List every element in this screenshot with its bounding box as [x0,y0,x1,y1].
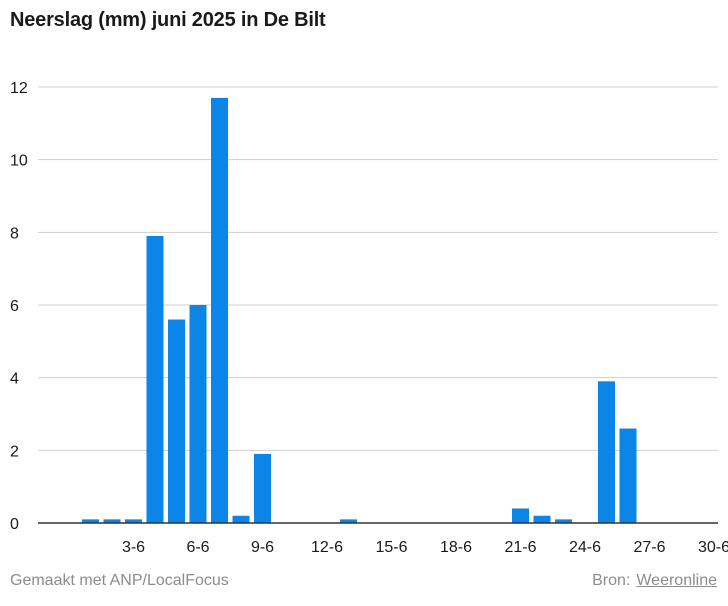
y-tick-label: 4 [10,371,19,388]
credit-text: Gemaakt met ANP/LocalFocus [10,572,229,589]
bar[interactable] [189,305,207,523]
bar[interactable] [168,319,185,523]
source-label: Bron: [592,572,631,589]
bar[interactable] [555,519,572,523]
bar[interactable] [211,97,228,524]
source-link[interactable]: Weeronline [636,572,717,589]
bar[interactable] [125,519,142,523]
bar[interactable] [146,235,164,523]
x-tick-label: 9-6 [251,539,274,556]
x-tick-label: 27-6 [633,539,665,556]
bar[interactable] [619,428,637,523]
x-tick-label: 15-6 [375,539,407,556]
bar[interactable] [103,519,121,523]
y-tick-label: 10 [10,153,28,170]
bar[interactable] [254,453,271,523]
x-tick-label: 18-6 [440,539,472,556]
bar[interactable] [598,381,615,523]
source-attribution: Bron: Weeronline [592,572,717,590]
y-tick-label: 6 [10,298,19,315]
bar[interactable] [232,515,250,523]
x-tick-label: 6-6 [186,539,209,556]
bar[interactable] [340,519,357,523]
y-tick-label: 8 [10,225,19,242]
x-tick-label: 30-6 [698,539,728,556]
x-tick-label: 3-6 [122,539,145,556]
y-tick-label: 12 [10,80,28,97]
bar[interactable] [533,515,551,523]
y-tick-label: 2 [10,443,19,460]
x-tick-label: 12-6 [311,539,343,556]
chart-title: Neerslag (mm) juni 2025 in De Bilt [10,9,326,31]
x-tick-label: 24-6 [569,539,601,556]
bar[interactable] [82,519,99,523]
bar[interactable] [512,508,529,523]
y-tick-label: 0 [10,516,19,533]
x-tick-label: 21-6 [504,539,536,556]
